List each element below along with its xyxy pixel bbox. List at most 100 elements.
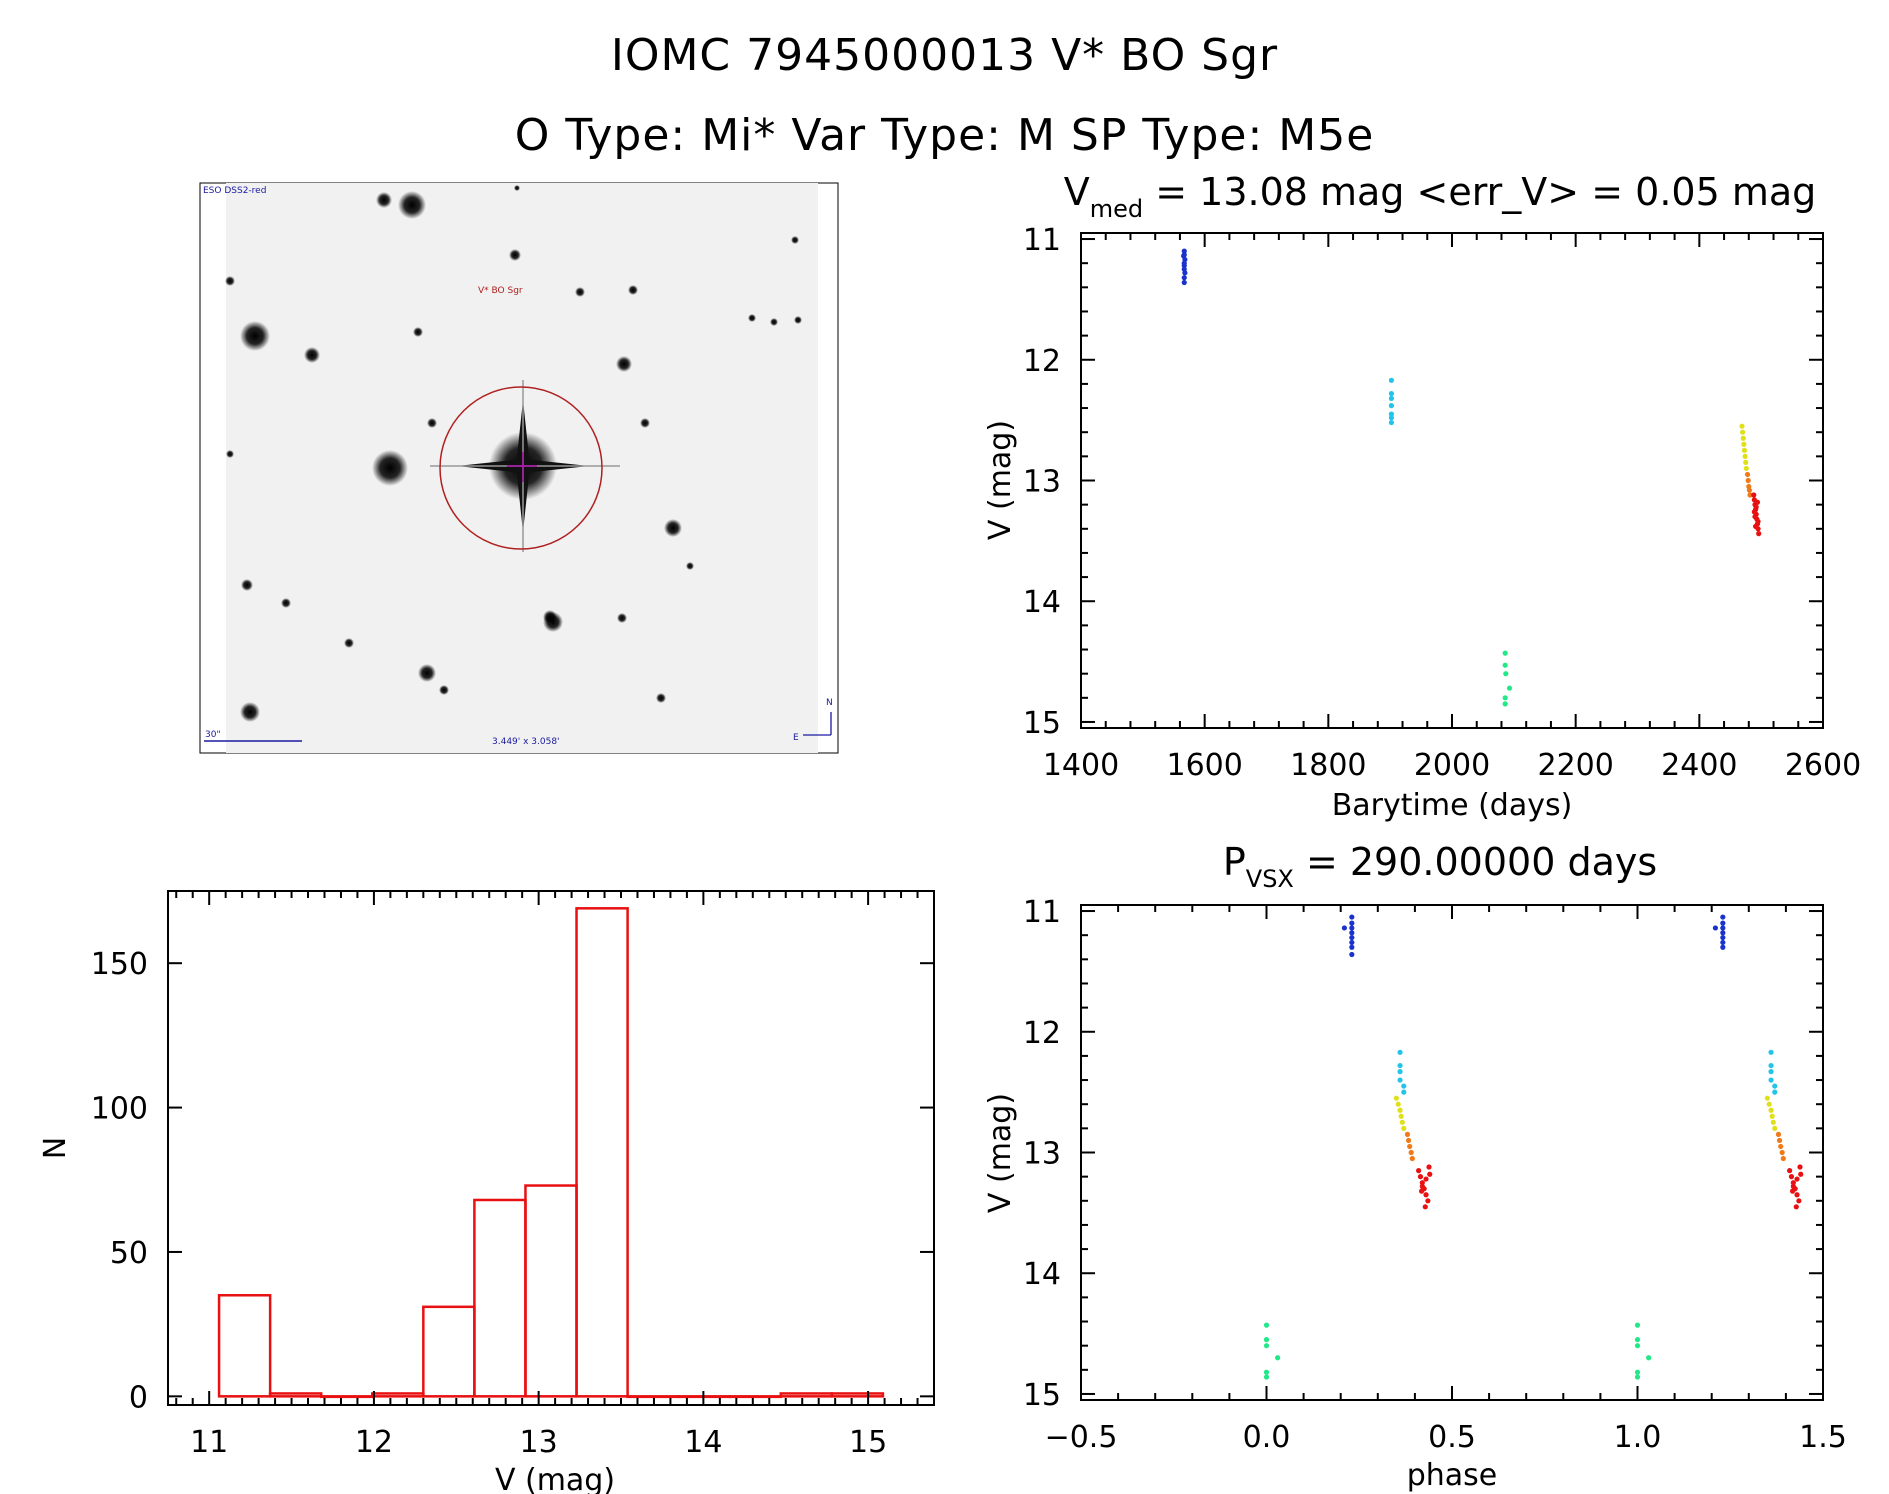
lightcurve-ytick-label: 14 [1023, 585, 1061, 620]
histogram-ytick-label: 0 [129, 1380, 148, 1415]
histogram-xtick-label: 15 [849, 1425, 887, 1460]
histogram-bar [575, 907, 629, 1398]
histogram-xtick-label: 13 [520, 1425, 558, 1460]
phased-point [1393, 1095, 1399, 1101]
phased-point [1417, 1174, 1424, 1180]
phased-point [1775, 1131, 1782, 1137]
phased-point [1349, 934, 1355, 941]
phased-point [1397, 1107, 1403, 1113]
phased-point [1794, 1192, 1800, 1198]
compass-east-label: E [793, 733, 799, 743]
histogram-xtick-label: 11 [190, 1425, 228, 1460]
phased-point [1720, 930, 1726, 936]
phased-point [1425, 1198, 1431, 1204]
lightcurve-title-v: V [1064, 170, 1090, 214]
finder-target-label: V* BO Sgr [478, 286, 523, 296]
finder-target-circle [439, 386, 603, 550]
histogram-bar [217, 1294, 272, 1398]
lightcurve-point [1741, 441, 1747, 447]
header-line-1: IOMC 7945000013 V* BO Sgr [610, 30, 1279, 81]
lightcurve-point [1742, 453, 1748, 459]
lightcurve-ytick-label: 12 [1023, 344, 1061, 379]
lightcurve-xtick-label: 2600 [1785, 748, 1861, 783]
phased-point [1797, 1164, 1803, 1170]
histogram-bar [830, 1392, 885, 1398]
phased-point [1349, 939, 1355, 946]
phased-point [1772, 1083, 1778, 1089]
phased-point [1427, 1171, 1433, 1177]
lightcurve-point [1743, 459, 1749, 465]
phased-point [1349, 914, 1355, 920]
lightcurve-title-rest: = 13.08 mag <err_V> = 0.05 mag [1143, 170, 1816, 214]
lightcurve-point [1388, 419, 1395, 426]
phased-point [1404, 1131, 1411, 1137]
lightcurve-point [1751, 492, 1757, 498]
lightcurve-point [1745, 477, 1751, 484]
phased-point [1397, 1069, 1403, 1075]
histogram-bar [268, 1392, 323, 1398]
phased-ylabel: V (mag) [983, 1093, 1018, 1213]
phased-point [1768, 1107, 1774, 1113]
lightcurve-point [1502, 662, 1508, 668]
phased-point [1646, 1355, 1652, 1361]
lightcurve-point [1388, 390, 1395, 397]
phased-ytick-label: 11 [1023, 895, 1061, 930]
lightcurve-point [1502, 701, 1508, 707]
histogram-bars [217, 907, 885, 1399]
lightcurve-xtick-label: 2400 [1661, 748, 1737, 783]
lightcurve-point [1388, 395, 1395, 402]
phased-point [1720, 925, 1726, 931]
phased-point [1263, 1337, 1270, 1343]
phased-xtick-label: −0.5 [1045, 1420, 1118, 1455]
phased-point [1778, 1143, 1784, 1150]
phased-point [1416, 1168, 1422, 1174]
phased-point [1634, 1337, 1641, 1343]
phased-point [1788, 1174, 1795, 1180]
lightcurve-point [1739, 423, 1745, 429]
lightcurve-point [1506, 685, 1513, 691]
phased-point [1776, 1137, 1783, 1144]
lightcurve-point [1182, 270, 1188, 276]
phased-point [1712, 925, 1719, 931]
phased-point [1418, 1188, 1425, 1194]
histogram-axes [167, 890, 935, 1406]
finder-fov-label: 3.449' x 3.058' [492, 737, 560, 747]
phased-point [1769, 1113, 1775, 1119]
phased-point [1399, 1119, 1405, 1125]
phased-point [1798, 1171, 1804, 1177]
phased-point [1349, 951, 1355, 958]
phased-point [1768, 1077, 1774, 1083]
phased-point [1263, 1374, 1270, 1380]
lightcurve-point [1747, 492, 1753, 498]
lightcurve-title: Vmed = 13.08 mag <err_V> = 0.05 mag [1064, 170, 1817, 223]
phased-point [1770, 1119, 1776, 1125]
lightcurve-point [1181, 279, 1187, 286]
phased-point [1720, 939, 1726, 946]
lightcurve-point [1741, 447, 1748, 453]
phased-point [1263, 1322, 1270, 1328]
phased-point [1634, 1343, 1641, 1349]
phased-title-sub: VSX [1246, 865, 1294, 893]
phased-xtick-label: 0.5 [1428, 1420, 1476, 1455]
lightcurve-point [1743, 465, 1749, 472]
lightcurve-point [1388, 415, 1395, 421]
phased-point [1263, 1343, 1270, 1349]
lightcurve-point [1744, 471, 1751, 478]
phased-point [1423, 1192, 1429, 1198]
phased-point [1768, 1049, 1774, 1055]
phased-point [1263, 1369, 1270, 1375]
phased-point [1419, 1183, 1425, 1189]
finder-stars [225, 185, 802, 722]
lightcurve-xtick-label: 2200 [1537, 748, 1613, 783]
lightcurve-point [1753, 523, 1759, 529]
phased-ytick-label: 12 [1023, 1016, 1061, 1051]
lightcurve-ylabel: V (mag) [983, 420, 1018, 540]
phased-point [1772, 1125, 1778, 1131]
compass-icon [803, 712, 832, 736]
phased-point [1349, 930, 1355, 936]
phased-ticks: −0.5 0.0 0.5 1.0 1.5 11 12 13 14 15 [1023, 895, 1847, 1455]
phased-xtick-label: 1.5 [1799, 1420, 1847, 1455]
lightcurve-xtick-label: 1800 [1290, 748, 1366, 783]
